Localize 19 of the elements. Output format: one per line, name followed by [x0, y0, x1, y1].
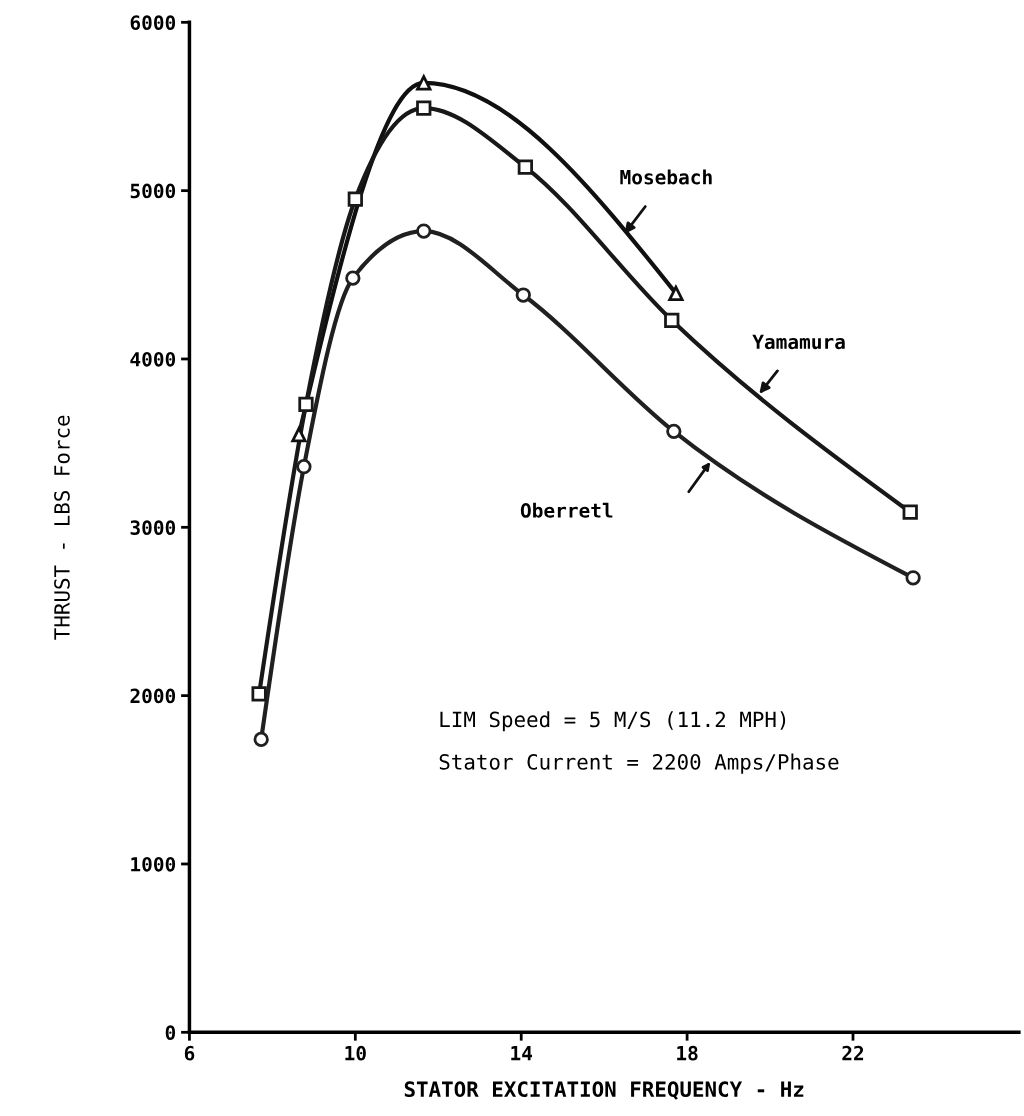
y-tick-label: 3000	[130, 520, 176, 535]
y-tick-label: 1000	[131, 856, 176, 872]
y-tick-label: 5000	[130, 183, 176, 199]
x-tick-label: 6	[184, 1045, 195, 1061]
x-tick-label: 18	[677, 1045, 698, 1061]
y-tick-label: 4000	[130, 351, 176, 367]
annotation: LIM Speed = 5 M/S (11.2 MPH)	[440, 711, 786, 732]
x-tick-label: 10	[345, 1045, 366, 1061]
y-tick-label: 0	[165, 1025, 176, 1040]
annotation: Yamamura	[752, 334, 845, 350]
x-tick-label: 14	[511, 1046, 533, 1061]
y-tick-label: 2000	[130, 688, 176, 704]
x-axis-title: STATOR EXCITATION FREQUENCY - Hz	[404, 1081, 804, 1100]
y-tick-label: 6000	[130, 15, 176, 30]
annotation: Mosebach	[620, 169, 712, 185]
x-tick-label: 22	[842, 1045, 864, 1061]
annotation: Stator Current = 2200 Amps/Phase	[439, 753, 839, 774]
y-axis-title: THRUST - LBS Force	[54, 415, 70, 640]
annotation: Oberretl	[520, 502, 613, 518]
